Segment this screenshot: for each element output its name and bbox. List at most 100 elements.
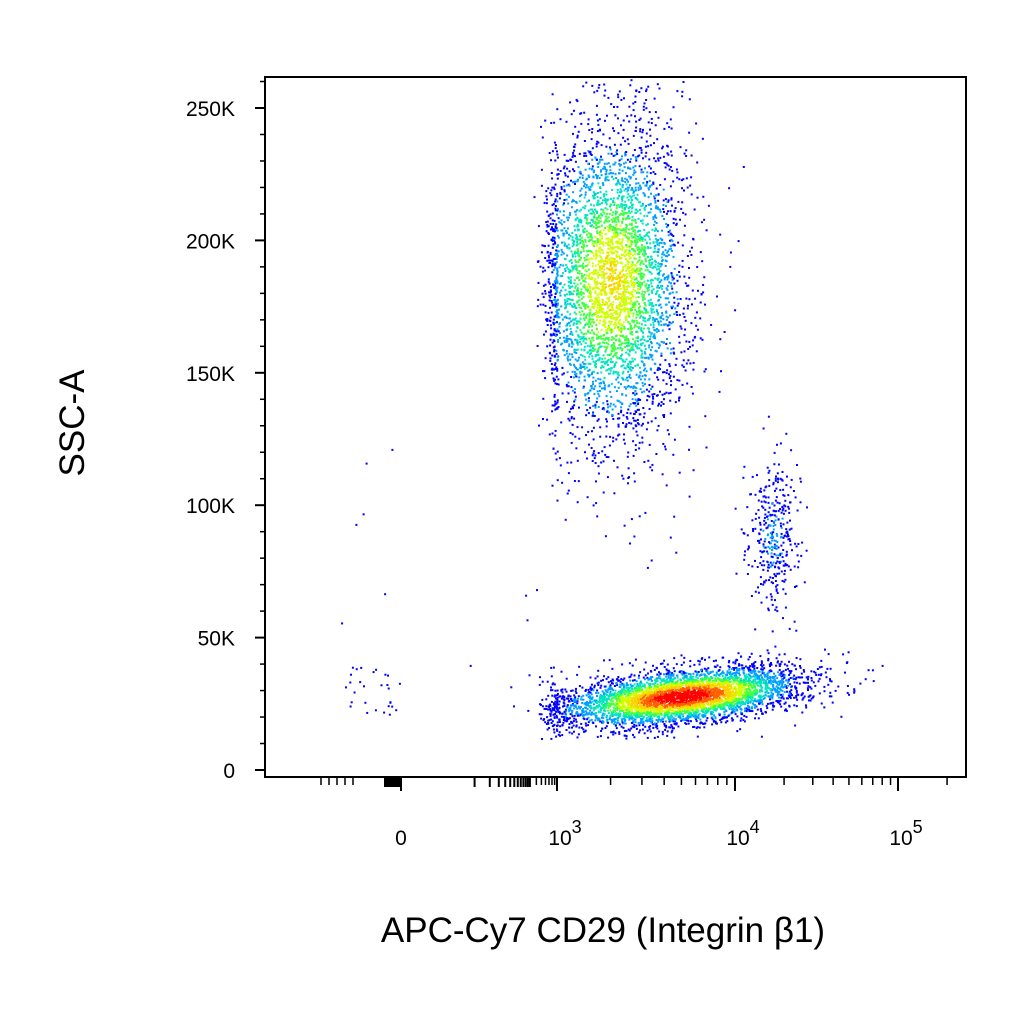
data-point — [626, 455, 629, 458]
data-point — [579, 363, 582, 366]
data-point — [704, 368, 707, 371]
data-point — [554, 713, 557, 715]
data-point — [558, 221, 561, 224]
data-point — [630, 271, 633, 274]
data-point — [657, 720, 660, 723]
data-point — [618, 417, 621, 420]
data-point — [675, 311, 678, 313]
data-point — [575, 201, 578, 204]
data-point — [587, 123, 590, 126]
data-point — [633, 412, 636, 415]
data-point — [558, 291, 561, 294]
data-point — [622, 287, 625, 289]
data-point — [638, 413, 641, 416]
data-point — [602, 337, 605, 340]
data-point — [606, 178, 608, 181]
data-point — [705, 668, 708, 671]
data-point — [611, 313, 613, 316]
data-point — [655, 205, 658, 208]
data-point — [628, 354, 631, 357]
data-point — [586, 313, 589, 316]
data-point — [695, 350, 698, 353]
data-point — [650, 183, 653, 186]
data-point — [553, 238, 556, 241]
data-point — [596, 202, 599, 205]
data-point — [561, 373, 564, 376]
data-point — [545, 230, 548, 233]
data-point — [648, 261, 651, 264]
data-point — [626, 376, 628, 379]
data-point — [602, 334, 605, 337]
data-point — [628, 360, 631, 363]
data-point — [631, 206, 634, 209]
data-point — [580, 193, 583, 196]
data-point — [616, 278, 618, 281]
data-point — [616, 251, 619, 254]
data-point — [641, 283, 643, 286]
data-point — [652, 181, 655, 184]
data-point — [554, 292, 557, 295]
data-point — [661, 259, 664, 261]
data-point — [563, 189, 566, 192]
data-point — [774, 679, 777, 682]
data-point — [597, 141, 600, 144]
data-point — [660, 323, 663, 326]
data-point — [604, 173, 607, 176]
data-point — [572, 181, 575, 184]
data-point — [602, 311, 605, 314]
data-point — [606, 212, 609, 215]
data-point — [567, 381, 570, 384]
data-point — [583, 284, 586, 287]
data-point — [653, 329, 656, 331]
data-point — [683, 189, 685, 192]
data-point — [563, 227, 566, 230]
data-point — [734, 679, 737, 682]
data-point — [606, 208, 609, 211]
data-point — [649, 298, 652, 301]
data-point — [576, 292, 579, 295]
data-point — [621, 241, 623, 244]
data-point — [587, 186, 590, 189]
data-point — [617, 93, 620, 96]
data-point — [600, 716, 603, 719]
data-point — [554, 333, 557, 336]
data-point — [593, 193, 596, 196]
data-point — [620, 409, 623, 412]
data-point — [681, 187, 683, 190]
data-point — [767, 687, 770, 690]
data-point — [561, 481, 564, 484]
data-point — [631, 261, 634, 264]
data-point — [594, 280, 597, 283]
data-point — [640, 343, 643, 346]
data-point — [656, 239, 659, 242]
data-point — [616, 211, 619, 214]
data-point — [610, 357, 612, 360]
data-point — [607, 216, 610, 219]
data-point — [566, 461, 569, 464]
data-point — [583, 274, 586, 276]
data-point — [576, 272, 579, 274]
data-point — [632, 109, 635, 112]
data-point — [655, 719, 658, 721]
data-point — [670, 150, 673, 153]
data-point — [613, 346, 616, 349]
data-point — [610, 263, 612, 266]
data-point — [605, 292, 608, 295]
data-point — [700, 221, 703, 224]
data-point — [662, 273, 665, 276]
data-point — [571, 299, 574, 301]
data-point — [561, 366, 564, 369]
data-point — [595, 272, 598, 275]
data-point — [541, 244, 544, 247]
data-point — [571, 334, 574, 336]
data-point — [603, 165, 606, 168]
data-point — [745, 715, 748, 718]
data-point — [638, 253, 641, 256]
data-point — [654, 417, 657, 420]
data-point — [635, 257, 637, 260]
data-point — [617, 220, 620, 223]
data-point — [695, 718, 697, 721]
data-point — [646, 719, 649, 722]
data-point — [596, 351, 599, 353]
data-point — [660, 354, 663, 357]
